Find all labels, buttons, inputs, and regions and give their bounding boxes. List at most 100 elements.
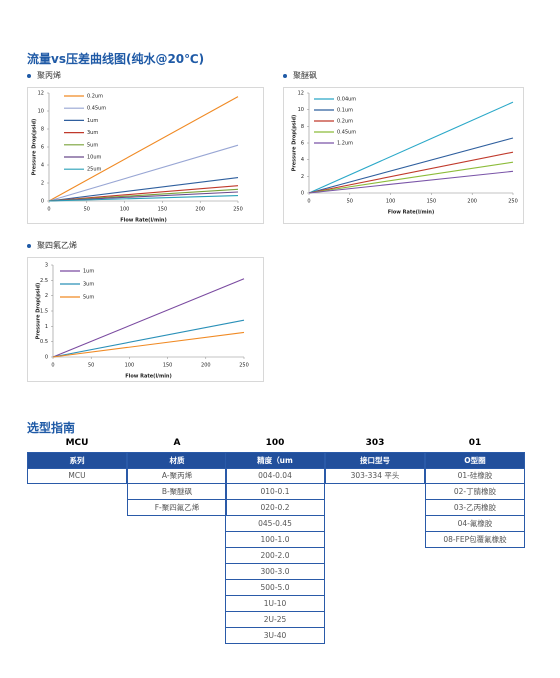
series-line bbox=[48, 144, 239, 202]
column-item: 200-2.0 bbox=[225, 548, 325, 564]
column-header: 精度（um bbox=[225, 452, 325, 469]
column-item: 500-5.0 bbox=[225, 580, 325, 596]
chart: 0 2 4 6 8 10 12 0 50 100 150 200 250 Flow Rate(l/min)… bbox=[27, 87, 264, 224]
y-tick-label: 1.5 bbox=[40, 309, 48, 315]
x-axis-label: Flow Rate(l/min) bbox=[125, 374, 172, 380]
y-axis-label: Pressure Drop(psid) bbox=[36, 283, 42, 340]
code: A bbox=[173, 438, 181, 448]
x-axis-label: Flow Rate(l/min) bbox=[388, 210, 435, 216]
y-tick-label: 10 bbox=[38, 109, 44, 115]
chart-section-title: 聚四氟乙烯 bbox=[27, 240, 77, 251]
legend-label: 3um bbox=[83, 282, 94, 288]
y-tick-label: 0.5 bbox=[40, 339, 48, 345]
column-header: 系列 bbox=[27, 452, 127, 469]
code: MCU bbox=[65, 438, 89, 448]
x-tick-label: 250 bbox=[233, 207, 243, 213]
column-item: 303-334 平头 bbox=[325, 468, 425, 484]
column-item: 03-乙丙橡胶 bbox=[425, 500, 525, 516]
x-tick-label: 0 bbox=[307, 199, 310, 205]
column-item: A-聚丙烯 bbox=[127, 468, 227, 484]
legend-label: 1um bbox=[83, 269, 94, 275]
column-item: 300-3.0 bbox=[225, 564, 325, 580]
x-tick-label: 150 bbox=[163, 363, 173, 369]
x-tick-label: 50 bbox=[347, 199, 353, 205]
code: 100 bbox=[265, 438, 285, 448]
series-line bbox=[48, 195, 239, 202]
y-axis-label: Pressure Drop(psid) bbox=[292, 115, 298, 172]
y-tick-label: 1 bbox=[45, 324, 48, 330]
y-tick-label: 0 bbox=[45, 355, 48, 361]
series-line bbox=[308, 101, 514, 194]
column-item: B-聚醚砜 bbox=[127, 484, 227, 500]
x-tick-label: 100 bbox=[386, 199, 396, 205]
series-line bbox=[308, 170, 514, 194]
series-line bbox=[48, 96, 239, 202]
y-tick-label: 2 bbox=[45, 293, 48, 299]
chart: 0 0.5 1 1.5 2 2.5 3 0 50 100 150 200 250 Flow Rate(l/… bbox=[27, 257, 264, 382]
y-tick-label: 0 bbox=[41, 199, 44, 205]
x-tick-label: 200 bbox=[195, 207, 205, 213]
series-line bbox=[52, 331, 245, 358]
x-tick-label: 0 bbox=[51, 363, 54, 369]
y-tick-label: 4 bbox=[301, 157, 304, 163]
legend-label: 1um bbox=[87, 118, 98, 124]
column-item: 1U-10 bbox=[225, 596, 325, 612]
legend-label: 5um bbox=[87, 142, 98, 148]
legend-label: 5um bbox=[83, 295, 94, 301]
legend-label: 0.45um bbox=[337, 130, 356, 136]
column-header: O型圈 bbox=[425, 452, 525, 469]
chart-section-title: 聚丙烯 bbox=[27, 70, 61, 81]
x-tick-label: 250 bbox=[239, 363, 249, 369]
x-tick-label: 250 bbox=[508, 199, 518, 205]
column-item: 020-0.2 bbox=[225, 500, 325, 516]
column-item: 100-1.0 bbox=[225, 532, 325, 548]
legend-label: 0.1um bbox=[337, 108, 353, 114]
x-tick-label: 50 bbox=[84, 207, 90, 213]
legend-label: 25um bbox=[87, 167, 102, 173]
legend-label: 0.04um bbox=[337, 97, 356, 103]
x-tick-label: 100 bbox=[120, 207, 130, 213]
series-line bbox=[308, 137, 514, 194]
x-tick-label: 50 bbox=[88, 363, 94, 369]
y-axis-label: Pressure Drop(psid) bbox=[32, 119, 38, 176]
y-tick-label: 10 bbox=[298, 107, 304, 113]
column-item: F-聚四氟乙烯 bbox=[127, 500, 227, 516]
y-tick-label: 2.5 bbox=[40, 278, 48, 284]
code: 303 bbox=[365, 438, 385, 448]
column-item: 004-0.04 bbox=[225, 468, 325, 484]
x-tick-label: 200 bbox=[467, 199, 477, 205]
column-item: 01-硅橡胶 bbox=[425, 468, 525, 484]
page-title: 流量vs压差曲线图(纯水@20℃) bbox=[27, 52, 205, 66]
series-line bbox=[48, 177, 239, 202]
series-line bbox=[48, 185, 239, 202]
code: 01 bbox=[468, 438, 482, 448]
column-item: 2U-25 bbox=[225, 612, 325, 628]
column-header: 接口型号 bbox=[325, 452, 425, 469]
chart-section-title: 聚醚砜 bbox=[283, 70, 317, 81]
y-tick-label: 0 bbox=[301, 191, 304, 197]
y-tick-label: 3 bbox=[45, 263, 48, 269]
column-header: 材质 bbox=[127, 452, 227, 469]
series-line bbox=[52, 319, 245, 358]
y-tick-label: 8 bbox=[301, 124, 304, 130]
legend-label: 0.2um bbox=[337, 119, 353, 125]
column-item: 010-0.1 bbox=[225, 484, 325, 500]
column-item: 02-丁腈橡胶 bbox=[425, 484, 525, 500]
y-tick-label: 2 bbox=[301, 174, 304, 180]
series-line bbox=[308, 161, 514, 194]
y-tick-label: 2 bbox=[41, 181, 44, 187]
legend-label: 0.45um bbox=[87, 106, 106, 112]
y-tick-label: 6 bbox=[41, 145, 44, 151]
legend-label: 1.2um bbox=[337, 141, 353, 147]
x-tick-label: 200 bbox=[201, 363, 211, 369]
y-tick-label: 8 bbox=[41, 127, 44, 133]
column-item: 045-0.45 bbox=[225, 516, 325, 532]
series-line bbox=[52, 278, 245, 358]
y-tick-label: 12 bbox=[38, 91, 44, 97]
y-tick-label: 12 bbox=[298, 91, 304, 97]
column-item: 08-FEP包覆氟橡胶 bbox=[425, 532, 525, 548]
guide-title: 选型指南 bbox=[27, 421, 76, 435]
y-tick-label: 4 bbox=[41, 163, 44, 169]
series-line bbox=[48, 191, 239, 202]
